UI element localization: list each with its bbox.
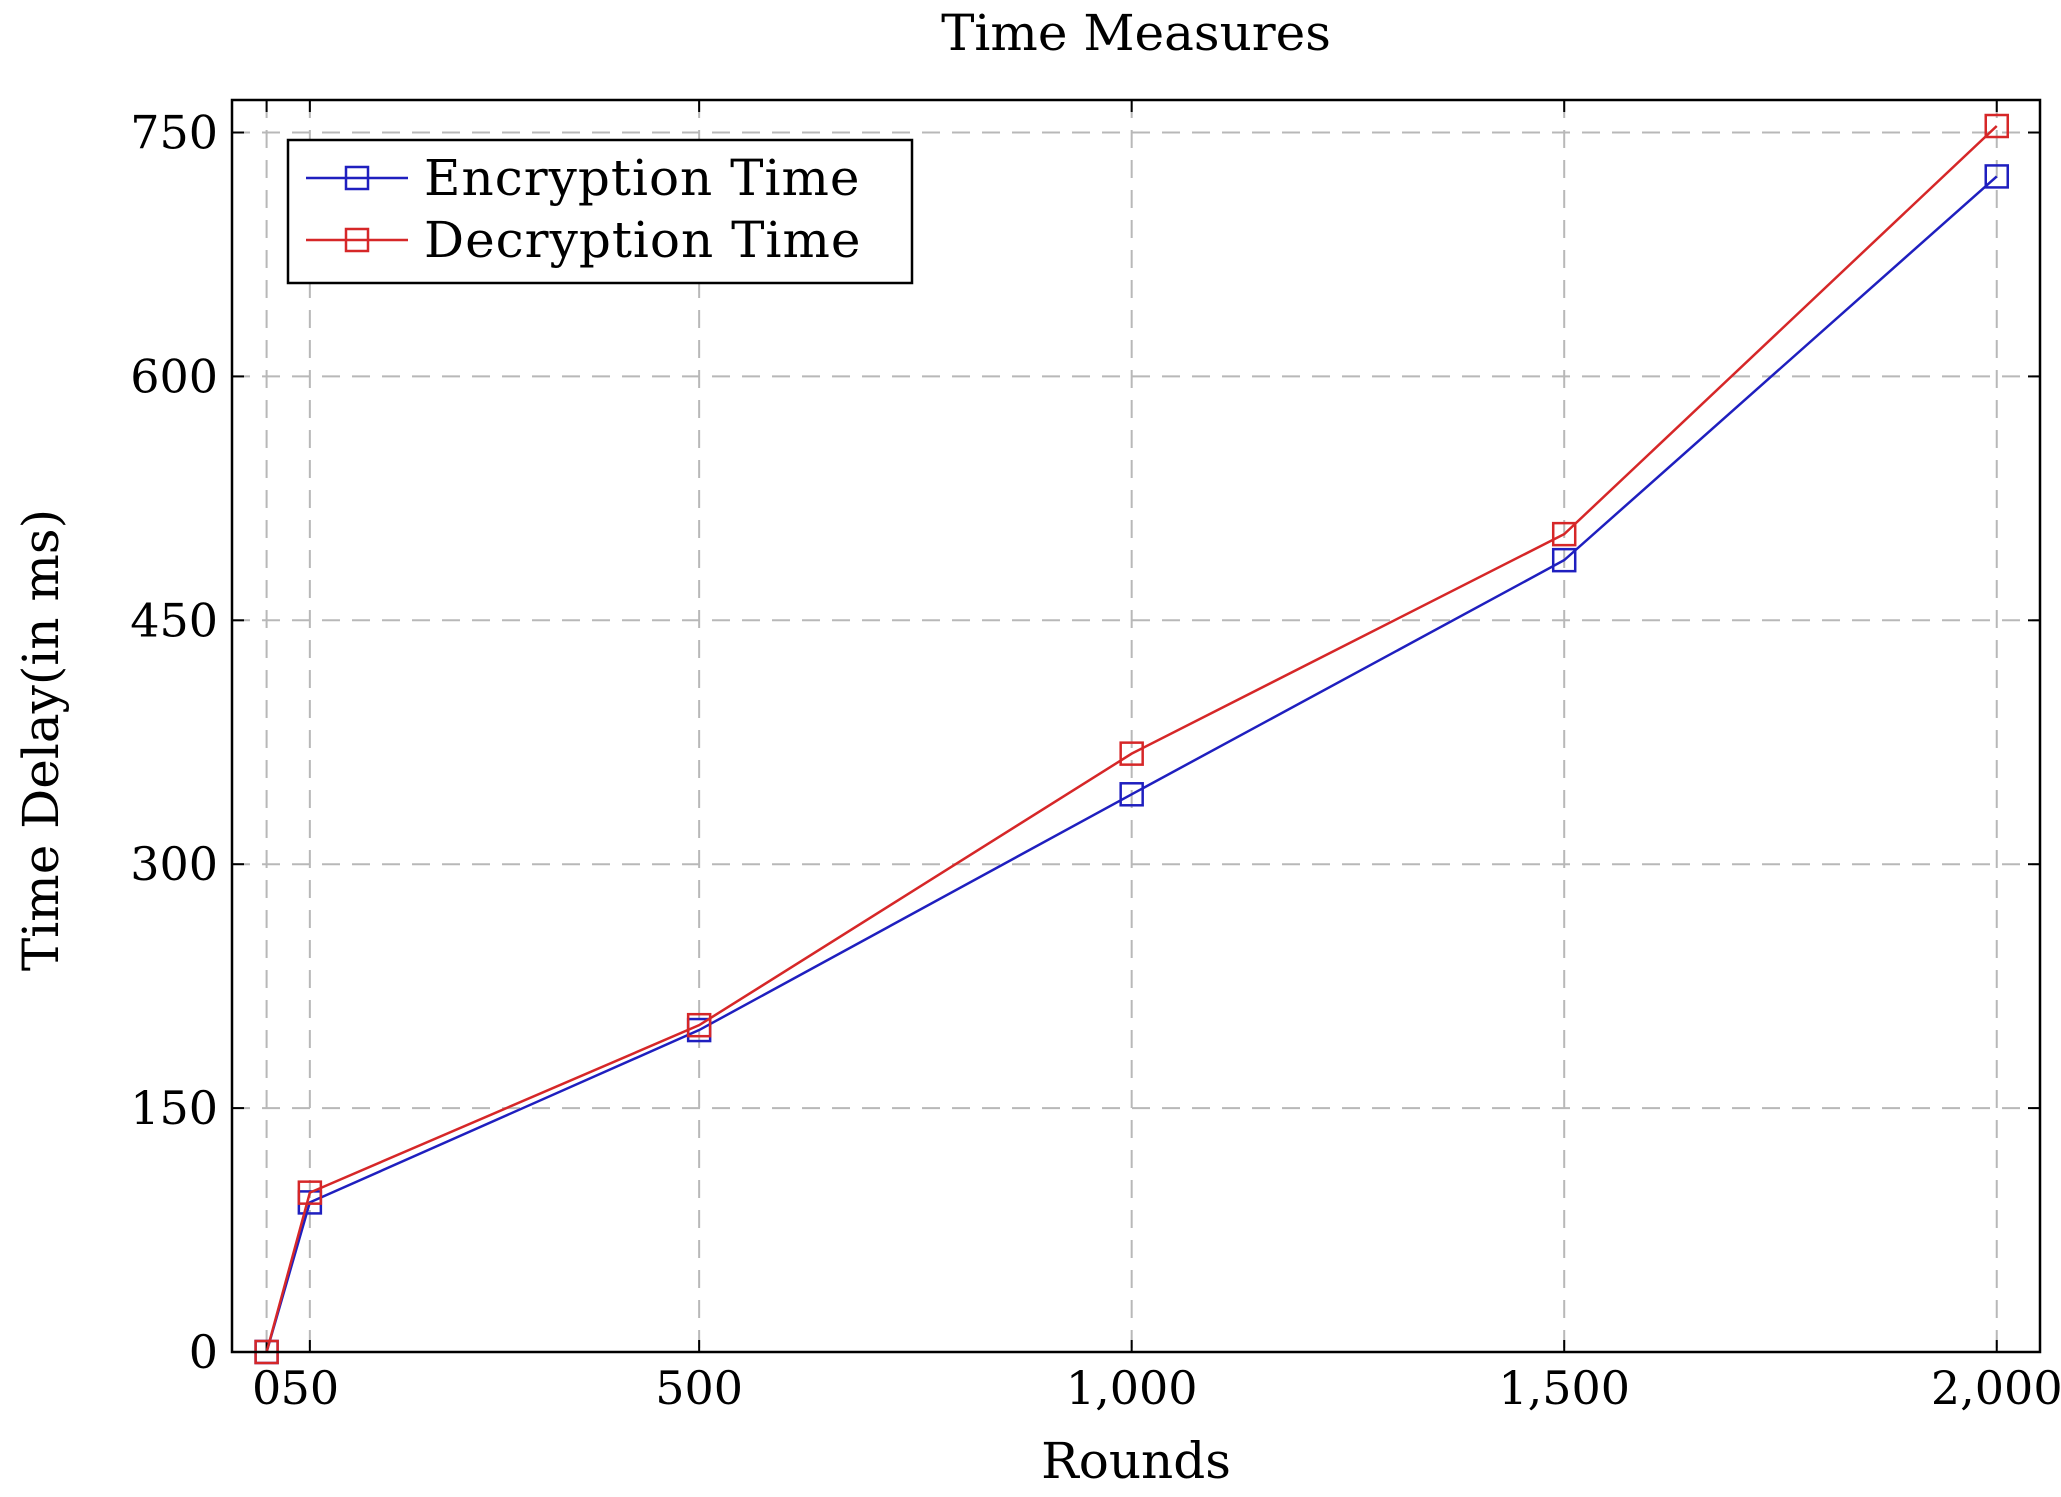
data-point	[1984, 113, 2009, 139]
y-tick-label: 150	[130, 1081, 218, 1135]
data-point	[1551, 547, 1577, 573]
series-group	[254, 113, 2009, 1365]
x-axis-label: Rounds	[1041, 1432, 1231, 1490]
legend-box	[286, 138, 914, 285]
legend-label: Encryption Time	[424, 149, 860, 207]
y-axis-label: Time Delay(in ms)	[12, 509, 70, 971]
y-tick-label: 750	[130, 106, 218, 160]
chart-title: Time Measures	[941, 4, 1331, 62]
data-point	[297, 1180, 323, 1205]
data-point	[1119, 741, 1144, 766]
x-tick-label: 50	[281, 1361, 340, 1415]
data-point	[686, 1012, 712, 1038]
x-tick-label: 500	[655, 1361, 743, 1415]
x-tick-label: 1,000	[1066, 1361, 1198, 1415]
grid-lines	[232, 100, 2040, 1352]
data-point	[1984, 164, 2009, 189]
plot-frame	[230, 98, 2042, 1354]
axis-ticks	[232, 100, 2040, 1353]
y-tick-label: 300	[130, 837, 218, 891]
x-tick-label: 0	[252, 1361, 281, 1415]
y-tick-label: 600	[130, 349, 218, 403]
legend-label: Decryption Time	[424, 211, 861, 269]
legend-marker	[344, 227, 370, 253]
data-point	[1119, 782, 1144, 807]
x-tick-label: 2,000	[1931, 1361, 2061, 1415]
data-point	[1551, 521, 1577, 547]
x-tick-label: 1,500	[1498, 1361, 1630, 1415]
y-tick-label: 0	[189, 1325, 218, 1379]
series-line-1	[265, 175, 1998, 1353]
series-line-2	[265, 125, 1998, 1353]
legend-marker	[344, 165, 370, 191]
y-tick-label: 450	[130, 593, 218, 647]
